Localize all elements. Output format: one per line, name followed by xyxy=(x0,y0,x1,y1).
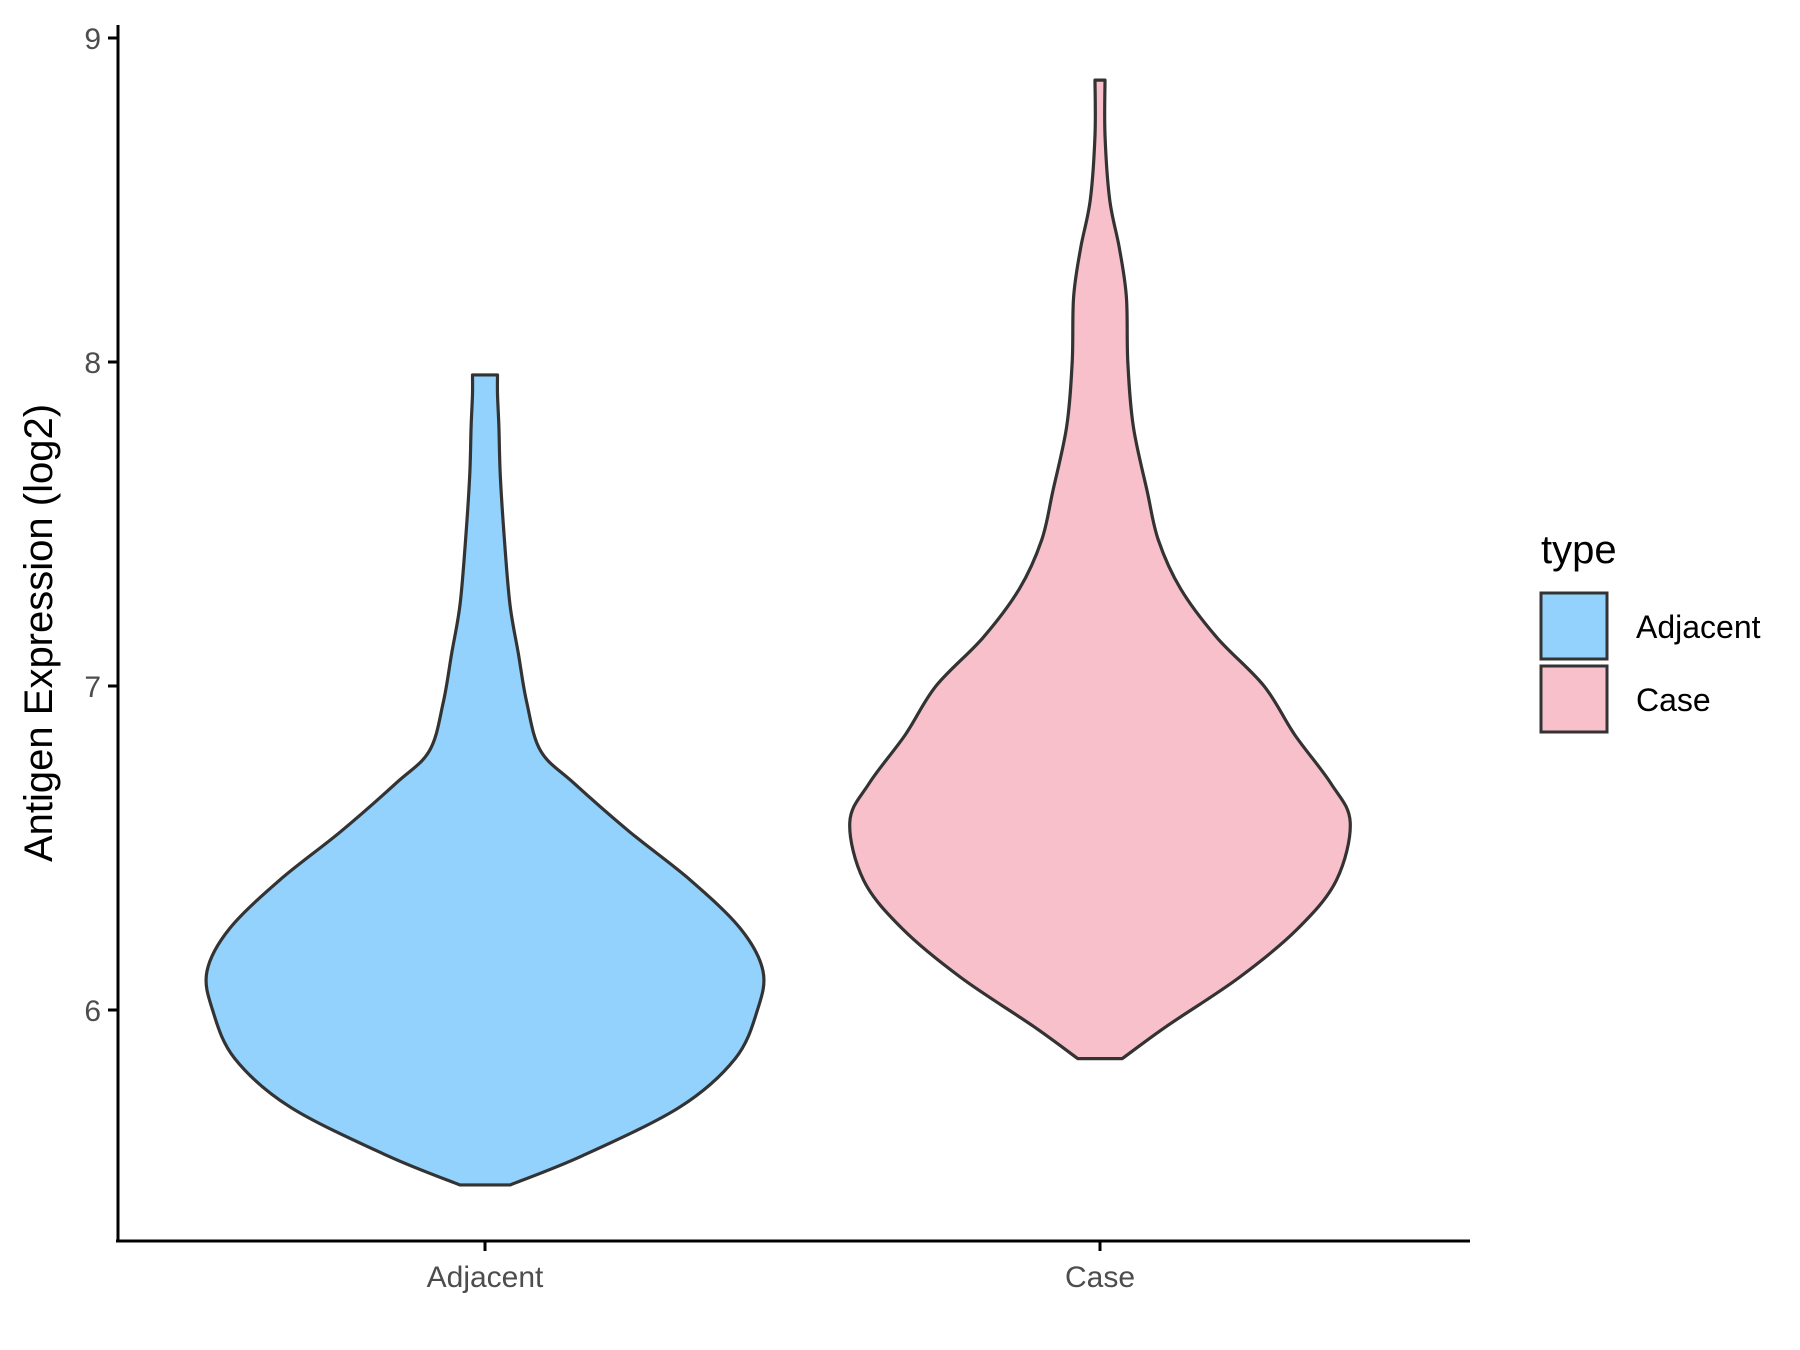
violins xyxy=(204,78,1352,1187)
legend-key-case xyxy=(1539,664,1609,734)
x-tick-label-adjacent: Adjacent xyxy=(427,1261,544,1294)
legend-title: type xyxy=(1541,528,1617,572)
y-ticks: 6 7 8 9 xyxy=(84,23,118,1028)
violin-case xyxy=(848,78,1352,1061)
legend-label-case: Case xyxy=(1636,682,1711,718)
x-ticks: Adjacent Case xyxy=(427,1241,1135,1294)
legend: type Adjacent Case xyxy=(1539,528,1761,734)
y-tick-label: 6 xyxy=(84,995,101,1028)
legend-items: Adjacent Case xyxy=(1539,591,1761,734)
y-tick-label: 9 xyxy=(84,23,101,56)
axes xyxy=(116,25,1470,1243)
legend-key-adjacent xyxy=(1539,591,1609,661)
x-tick-label-case: Case xyxy=(1065,1261,1135,1294)
violin-adjacent xyxy=(204,373,766,1187)
y-tick-label: 8 xyxy=(84,347,101,380)
y-tick-label: 7 xyxy=(84,671,101,704)
legend-label-adjacent: Adjacent xyxy=(1636,609,1761,645)
y-axis-title: Antigen Expression (log2) xyxy=(17,404,61,862)
